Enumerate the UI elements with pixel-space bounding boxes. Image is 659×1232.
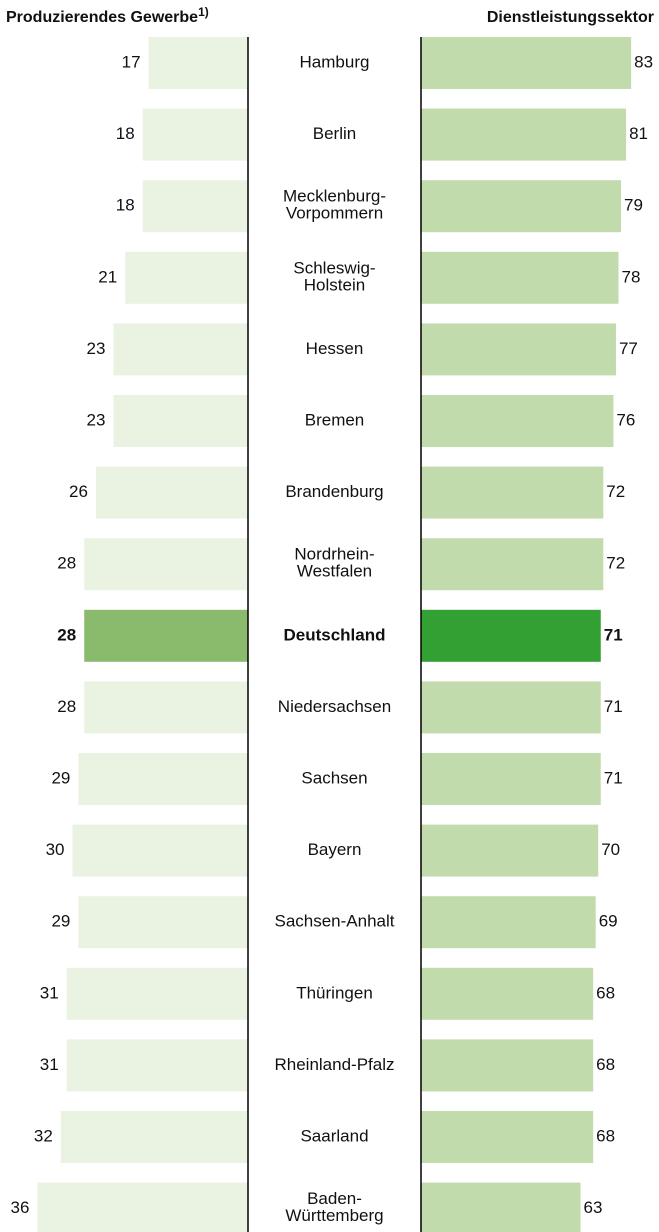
category-label: Mecklenburg-Vorpommern [283,187,386,223]
bar [60,1111,249,1163]
bar [95,466,248,519]
category-label: Sachsen [301,768,367,787]
bar [84,609,249,662]
category-line: Baden- [307,1190,362,1209]
category-label: Saarland [300,1126,368,1145]
category-label: Schleswig-Holstein [293,259,375,295]
value-label: 28 [57,554,76,573]
bar [421,323,616,376]
value-label: 83 [634,52,653,71]
category-label: Brandenburg [285,482,383,501]
bar [421,108,627,161]
bar [421,251,619,304]
category-line: Nordrhein- [294,545,374,564]
bar [421,538,604,591]
category-line: Württemberg [285,1207,383,1226]
bar [421,1111,594,1163]
value-label: 76 [616,410,635,429]
bar [421,967,594,1020]
value-label: 31 [40,1055,59,1074]
value-label: 71 [604,768,623,787]
value-label: 26 [69,482,88,501]
category-label: Niedersachsen [278,697,391,716]
bar [421,753,601,805]
category-label: Deutschland [283,625,385,644]
bar [66,967,248,1020]
category-line: Mecklenburg- [283,187,386,206]
value-label: 29 [51,912,70,931]
bar [125,251,248,304]
value-label: 72 [606,554,625,573]
bar [421,395,614,447]
bar [421,466,604,519]
value-label: 71 [604,625,623,644]
category-label: Nordrhein-Westfalen [294,545,374,581]
left-series-title: Produzierendes Gewerbe1) [6,5,209,26]
value-label: 69 [599,912,618,931]
value-label: 32 [34,1126,53,1145]
bar [37,1182,249,1232]
bar [78,896,249,949]
category-label: Berlin [313,124,356,143]
bar [421,824,599,877]
value-label: 29 [51,768,70,787]
bar [113,323,248,376]
value-label: 18 [116,124,135,143]
value-label: 30 [46,840,65,859]
bar [142,108,248,161]
category-label: Bayern [308,840,362,859]
category-line: Holstein [304,276,365,295]
category-line: Westfalen [297,562,372,581]
value-label: 71 [604,697,623,716]
value-label: 70 [601,840,620,859]
value-label: 79 [624,196,643,215]
category-label: Hamburg [300,52,370,71]
bar [148,37,248,89]
bar [66,1039,248,1092]
value-label: 81 [629,124,648,143]
value-label: 63 [584,1198,603,1217]
value-label: 17 [122,52,141,71]
bar [421,1182,581,1232]
category-label: Sachsen-Anhalt [274,912,394,931]
bar [421,609,601,662]
value-label: 31 [40,983,59,1002]
bar [142,180,248,233]
bar [421,37,632,89]
value-label: 36 [11,1198,30,1217]
bar [84,538,249,591]
category-line: Schleswig- [293,259,375,278]
value-label: 18 [116,196,135,215]
value-label: 68 [596,983,615,1002]
bar [84,681,249,734]
category-label: Rheinland-Pfalz [274,1055,394,1074]
bar [113,395,248,447]
value-label: 68 [596,1055,615,1074]
right-series-title: Dienstleistungssektor [487,9,654,26]
category-label: Bremen [305,410,365,429]
category-label: Baden-Württemberg [285,1190,383,1226]
bar [421,180,622,233]
category-label: Thüringen [296,983,373,1002]
category-line: Vorpommern [286,204,383,223]
bar [421,1039,594,1092]
value-label: 78 [621,267,640,286]
value-label: 23 [87,339,106,358]
value-label: 21 [98,267,117,286]
value-label: 77 [619,339,638,358]
value-label: 23 [87,410,106,429]
value-label: 72 [606,482,625,501]
value-label: 28 [57,697,76,716]
value-label: 28 [57,625,76,644]
category-label: Hessen [306,339,364,358]
bar [72,824,248,877]
value-label: 68 [596,1126,615,1145]
bar [421,681,601,734]
bar [78,753,249,805]
bar [421,896,596,949]
